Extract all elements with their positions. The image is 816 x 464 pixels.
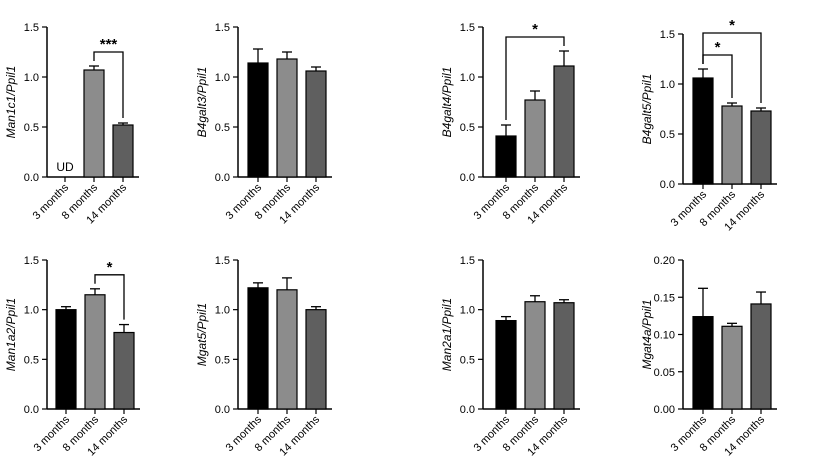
- bar: [750, 110, 772, 185]
- bar: [276, 289, 298, 410]
- y-tick-label: 1.0: [215, 305, 230, 317]
- y-tick-label: 0.5: [460, 354, 475, 366]
- y-tick-label: 0.5: [215, 354, 230, 366]
- y-tick-label: 0.05: [654, 367, 675, 379]
- bar: [495, 135, 517, 178]
- y-tick-label: 1.5: [660, 29, 675, 41]
- y-tick-label: 1.0: [660, 79, 675, 91]
- y-tick-label: 0.5: [24, 122, 39, 134]
- y-axis-label: Man1a2/Ppil1: [4, 298, 18, 371]
- bar: [84, 294, 106, 410]
- y-tick-label: 1.5: [24, 22, 39, 34]
- y-tick-label: 0.0: [460, 404, 475, 416]
- y-tick-label: 0.0: [215, 404, 230, 416]
- bar: [55, 309, 77, 410]
- y-tick-label: 0.15: [654, 292, 675, 304]
- significance-bracket: [702, 32, 762, 103]
- y-tick-label: 1.5: [460, 22, 475, 34]
- bar: [83, 69, 105, 178]
- bar: [692, 77, 714, 185]
- bar: [524, 99, 546, 178]
- y-tick-label: 1.5: [460, 255, 475, 267]
- y-tick-label: 1.5: [215, 255, 230, 267]
- y-tick-label: 0.0: [24, 172, 39, 184]
- bar: [305, 309, 327, 410]
- y-tick-label: 0.5: [460, 122, 475, 134]
- y-tick-label: 0.0: [215, 172, 230, 184]
- bar: [692, 316, 714, 410]
- bar: [247, 62, 269, 178]
- bar: [247, 287, 269, 410]
- y-tick-label: 1.0: [460, 305, 475, 317]
- y-tick-label: 1.5: [215, 22, 230, 34]
- y-tick-label: 0.0: [460, 172, 475, 184]
- bar: [524, 301, 546, 410]
- y-tick-label: 0.0: [24, 404, 39, 416]
- significance-label: *: [729, 17, 735, 34]
- significance-label: *: [532, 21, 538, 38]
- y-axis-label: B4galt5/Ppil1: [640, 74, 654, 145]
- bar: [553, 65, 575, 178]
- bar: [750, 303, 772, 410]
- y-tick-label: 0.10: [654, 330, 675, 342]
- y-tick-label: 1.0: [24, 72, 39, 84]
- bar-value-label: UD: [56, 160, 74, 174]
- significance-label: ***: [100, 36, 118, 53]
- bar: [495, 319, 517, 410]
- significance-bracket: [93, 51, 124, 118]
- y-tick-label: 1.0: [215, 72, 230, 84]
- significance-bracket: [505, 36, 565, 120]
- bar: [305, 70, 327, 178]
- bar: [553, 302, 575, 410]
- bar: [721, 105, 743, 185]
- y-tick-label: 0.5: [24, 354, 39, 366]
- y-tick-label: 0.00: [654, 404, 675, 416]
- y-tick-label: 0.5: [660, 129, 675, 141]
- bar: [721, 325, 743, 410]
- y-tick-label: 1.0: [24, 305, 39, 317]
- bar: [276, 58, 298, 178]
- bar: [112, 124, 134, 178]
- significance-bracket: [94, 274, 125, 320]
- significance-label: *: [107, 259, 113, 276]
- y-axis-label: Man1c1/Ppil1: [4, 66, 18, 139]
- bar: [113, 331, 135, 410]
- y-tick-label: 1.0: [460, 72, 475, 84]
- y-tick-label: 0.5: [215, 122, 230, 134]
- y-tick-label: 0.0: [660, 179, 675, 191]
- y-tick-label: 0.20: [654, 255, 675, 267]
- y-tick-label: 1.5: [24, 255, 39, 267]
- y-axis-label: Mgat4a/Ppil1: [640, 299, 654, 369]
- y-axis-label: B4galt3/Ppil1: [195, 67, 209, 138]
- y-axis-label: Man2a1/Ppil1: [440, 298, 454, 371]
- significance-label: *: [715, 39, 721, 56]
- y-axis-label: Mgat5/Ppil1: [195, 303, 209, 366]
- y-axis-label: B4galt4/Ppil1: [440, 67, 454, 138]
